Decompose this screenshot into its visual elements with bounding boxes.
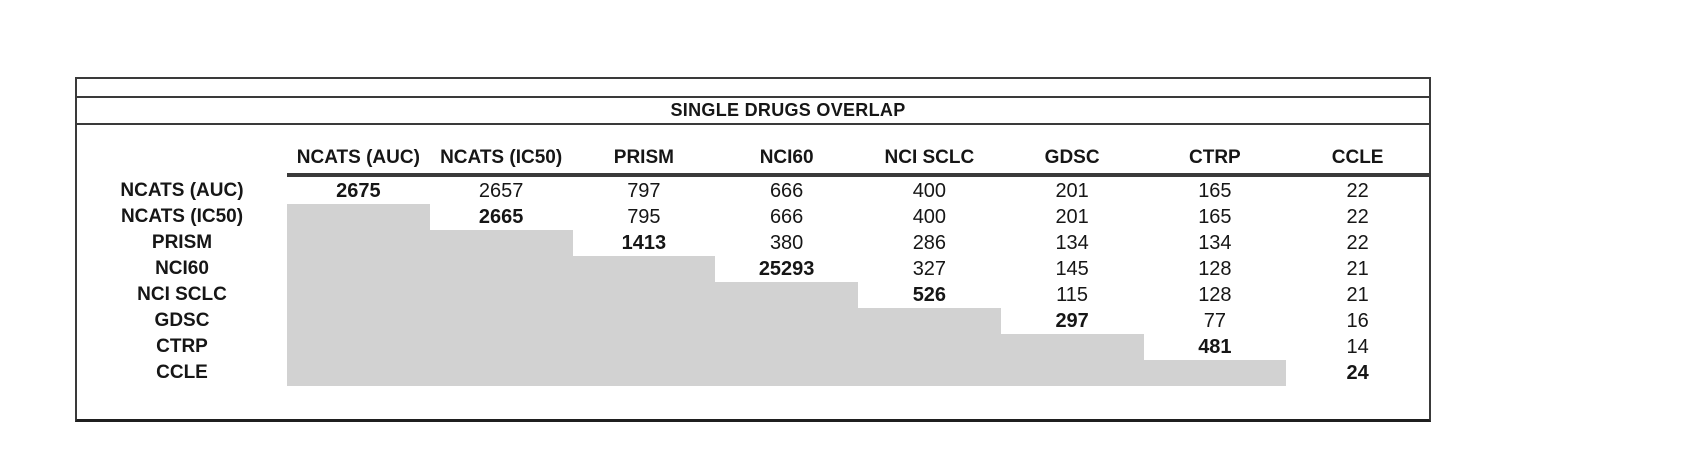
row-label: NCATS (AUC) (120, 180, 244, 201)
col-header: GDSC (1044, 147, 1100, 168)
row-label: GDSC (154, 310, 210, 331)
shaded-cell (429, 256, 573, 282)
value-cell: 201 (1055, 179, 1089, 202)
value-cell: 134 (1198, 231, 1232, 254)
value-cell: 22 (1346, 179, 1369, 202)
value-cell: 115 (1056, 283, 1089, 306)
value-cell: 16 (1346, 309, 1369, 332)
row-label: NCI60 (155, 258, 209, 279)
col-header: CCLE (1331, 147, 1384, 168)
shaded-cell (858, 360, 1001, 386)
diagonal-cell: 297 (1055, 309, 1089, 332)
table-title: SINGLE DRUGS OVERLAP (670, 100, 906, 120)
shaded-cell (429, 230, 573, 256)
shaded-cell (572, 360, 716, 386)
value-cell: 128 (1198, 257, 1232, 280)
col-header: NCATS (IC50) (440, 147, 563, 168)
col-header: NCATS (AUC) (296, 147, 420, 168)
diagonal-cell: 1413 (621, 231, 667, 254)
shaded-cell (858, 308, 1001, 334)
value-cell: 21 (1346, 257, 1369, 280)
value-cell: 22 (1346, 231, 1369, 254)
shaded-cell (429, 308, 573, 334)
row-label: CCLE (156, 362, 208, 383)
value-cell: 2657 (478, 179, 524, 202)
value-cell: 400 (912, 179, 947, 202)
shaded-cell (1000, 334, 1144, 360)
row-label: NCATS (IC50) (120, 206, 244, 227)
title-row: SINGLE DRUGS OVERLAP (77, 96, 1429, 125)
shaded-cell (287, 256, 430, 282)
shaded-cell (572, 334, 716, 360)
header-underline (287, 173, 1429, 177)
shaded-cell (287, 204, 430, 230)
value-cell: 795 (627, 205, 661, 228)
shaded-cell (1000, 360, 1144, 386)
shaded-cell (287, 334, 430, 360)
value-cell: 21 (1346, 283, 1369, 306)
value-cell: 327 (912, 257, 947, 280)
value-cell: 77 (1203, 309, 1226, 332)
shaded-cell (287, 230, 430, 256)
header-row: NCATS (AUC) NCATS (IC50) PRISM NCI60 NCI SCL… (287, 143, 1429, 173)
shaded-cell (715, 308, 858, 334)
shaded-cell (429, 360, 573, 386)
value-cell: 165 (1198, 205, 1232, 228)
shaded-cell (715, 334, 858, 360)
shaded-cell (572, 256, 716, 282)
shaded-cell (715, 360, 858, 386)
shaded-cell (715, 282, 858, 308)
shaded-cell (572, 308, 716, 334)
shaded-cell (287, 282, 430, 308)
value-cell: 666 (769, 205, 804, 228)
diagonal-cell: 25293 (758, 257, 815, 280)
shaded-cell (429, 282, 573, 308)
diagonal-cell: 481 (1198, 335, 1232, 358)
shaded-cell (572, 282, 716, 308)
col-header: PRISM (613, 147, 674, 168)
value-cell: 797 (627, 179, 661, 202)
value-cell: 22 (1346, 205, 1369, 228)
shaded-cell (1143, 360, 1287, 386)
col-header: CTRP (1189, 147, 1241, 168)
value-cell: 165 (1198, 179, 1232, 202)
diagonal-cell: 2665 (478, 205, 524, 228)
shaded-cell (287, 360, 430, 386)
value-cell: 128 (1198, 283, 1232, 306)
shaded-cell (287, 308, 430, 334)
row-label: CTRP (156, 336, 208, 357)
col-header: NCI60 (759, 147, 814, 168)
diagonal-cell: 2675 (336, 179, 381, 202)
diagonal-cell: 526 (912, 283, 947, 306)
value-cell: 380 (769, 231, 804, 254)
value-cell: 134 (1055, 231, 1089, 254)
col-header: NCI SCLC (884, 147, 975, 168)
row-label: PRISM (151, 232, 213, 253)
shaded-cell (429, 334, 573, 360)
diagonal-cell: 24 (1346, 361, 1369, 384)
overlap-table: SINGLE DRUGS OVERLAP NCATS (AUC) NCATS (I… (75, 77, 1431, 422)
value-cell: 201 (1055, 205, 1089, 228)
shaded-cell (858, 334, 1001, 360)
row-label: NCI SCLC (137, 284, 227, 305)
value-cell: 666 (769, 179, 804, 202)
value-cell: 286 (912, 231, 947, 254)
value-cell: 145 (1055, 257, 1089, 280)
matrix-grid: NCATS (AUC) 2675 2657 797 666 400 201 165 22 NCAT… (77, 178, 1429, 386)
value-cell: 400 (912, 205, 947, 228)
value-cell: 14 (1346, 335, 1369, 358)
